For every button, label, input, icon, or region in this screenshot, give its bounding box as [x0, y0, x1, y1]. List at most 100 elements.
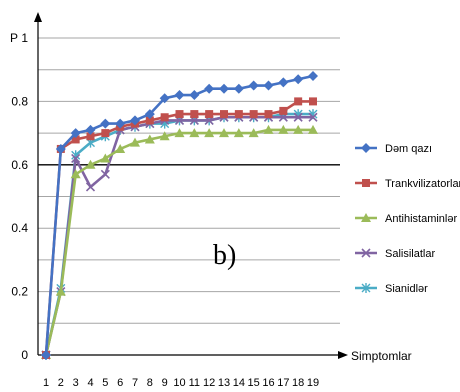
data-point — [130, 137, 140, 147]
data-point — [205, 110, 214, 119]
data-point — [189, 128, 200, 138]
series-sianidl-r — [41, 109, 318, 360]
data-point — [159, 131, 170, 141]
data-point — [174, 128, 185, 138]
legend: Dəm qazı Trankvilizatorlar Antihistaminlər… — [355, 143, 460, 295]
data-point — [144, 109, 155, 120]
x-tick-label: 10 — [173, 377, 185, 389]
data-point — [204, 83, 215, 94]
data-point — [249, 110, 258, 119]
x-tick-label: 9 — [162, 377, 168, 389]
series-line — [44, 115, 313, 356]
data-point — [308, 124, 318, 134]
legend-label: Salisilatlar — [385, 248, 435, 260]
data-point — [308, 112, 318, 122]
x-tick-label: 19 — [307, 377, 319, 389]
data-point — [71, 153, 81, 164]
data-point — [293, 74, 304, 85]
data-point — [85, 182, 96, 192]
series-d-m-qaz — [41, 71, 318, 360]
y-tick-label: 0.6 — [11, 158, 28, 172]
data-point — [294, 97, 303, 106]
data-point — [130, 115, 140, 126]
data-point — [85, 124, 96, 135]
x-tick-label: 7 — [132, 377, 138, 389]
legend-marker — [361, 143, 371, 153]
legend-entry: Antihistaminlər — [355, 213, 457, 225]
legend-entry: Salisilatlar — [355, 248, 435, 260]
y-tick-label: 0.8 — [11, 94, 28, 108]
data-point — [100, 118, 111, 129]
x-axis-label: Simptomlar — [351, 349, 412, 363]
data-point — [144, 134, 155, 144]
data-point — [70, 128, 81, 139]
legend-label: Trankvilizatorlar — [385, 178, 460, 190]
x-axis-arrow-icon — [338, 351, 348, 359]
legend-label: Dəm qazı — [385, 143, 432, 155]
panel-label: b) — [213, 240, 236, 271]
data-point — [248, 128, 259, 138]
data-point — [233, 128, 244, 138]
x-tick-label: 13 — [218, 377, 230, 389]
x-tick-label: 2 — [58, 377, 64, 389]
data-point — [175, 110, 184, 119]
data-point — [189, 90, 200, 101]
data-point — [145, 116, 154, 125]
data-point — [263, 80, 274, 91]
data-point — [293, 124, 304, 134]
data-point — [160, 113, 169, 122]
data-point — [190, 110, 199, 119]
x-tick-label: 18 — [292, 377, 304, 389]
data-point — [219, 83, 229, 94]
y-tick-label: 0 — [21, 348, 28, 362]
data-point — [100, 153, 111, 163]
series-antihistaminl-r — [41, 124, 318, 359]
data-point — [174, 90, 185, 101]
data-point — [263, 124, 274, 134]
x-tick-label: 15 — [248, 377, 260, 389]
data-point — [248, 80, 259, 91]
x-tick-label: 17 — [277, 377, 289, 389]
data-point — [204, 128, 215, 138]
legend-marker — [362, 179, 370, 187]
data-point — [234, 110, 243, 119]
x-tick-label: 6 — [117, 377, 123, 389]
data-point — [309, 97, 317, 106]
legend-entry: Trankvilizatorlar — [355, 178, 460, 190]
data-point — [101, 129, 110, 138]
y-axis-label: P — [10, 31, 18, 45]
legend-marker — [361, 283, 371, 293]
data-point — [71, 135, 80, 144]
data-point — [233, 83, 244, 94]
data-point — [219, 128, 229, 138]
y-tick-label: 0.2 — [11, 285, 28, 299]
data-point — [220, 110, 228, 119]
legend-entry: Dəm qazı — [355, 143, 432, 155]
data-point — [159, 93, 170, 104]
data-point — [293, 112, 303, 122]
x-tick-label: 14 — [233, 377, 245, 389]
x-tick-labels: 1 2 3 4 5 6 7 8 9 10 11 12 13 14 15 16 17 18 19 — [43, 377, 319, 389]
x-tick-label: 4 — [87, 377, 93, 389]
x-tick-label: 11 — [189, 377, 200, 389]
x-tick-label: 5 — [102, 377, 108, 389]
x-tick-label: 16 — [262, 377, 274, 389]
x-tick-label: 3 — [73, 377, 79, 389]
data-point — [279, 106, 288, 115]
data-point — [85, 159, 96, 169]
x-tick-label: 1 — [43, 377, 49, 389]
series-trankvilizatorlar — [42, 97, 317, 359]
x-tick-label: 12 — [203, 377, 215, 389]
data-point — [278, 77, 289, 88]
data-point — [86, 132, 95, 141]
data-point — [115, 118, 126, 129]
data-point — [115, 143, 126, 153]
y-tick-labels: 0 0.2 0.4 0.6 0.8 1 — [11, 31, 28, 362]
data-point — [41, 350, 51, 360]
y-tick-label: 0.4 — [11, 221, 28, 235]
data-point — [100, 169, 110, 179]
series-line — [44, 128, 313, 356]
y-tick-label: 1 — [21, 31, 28, 45]
data-point — [278, 124, 289, 134]
